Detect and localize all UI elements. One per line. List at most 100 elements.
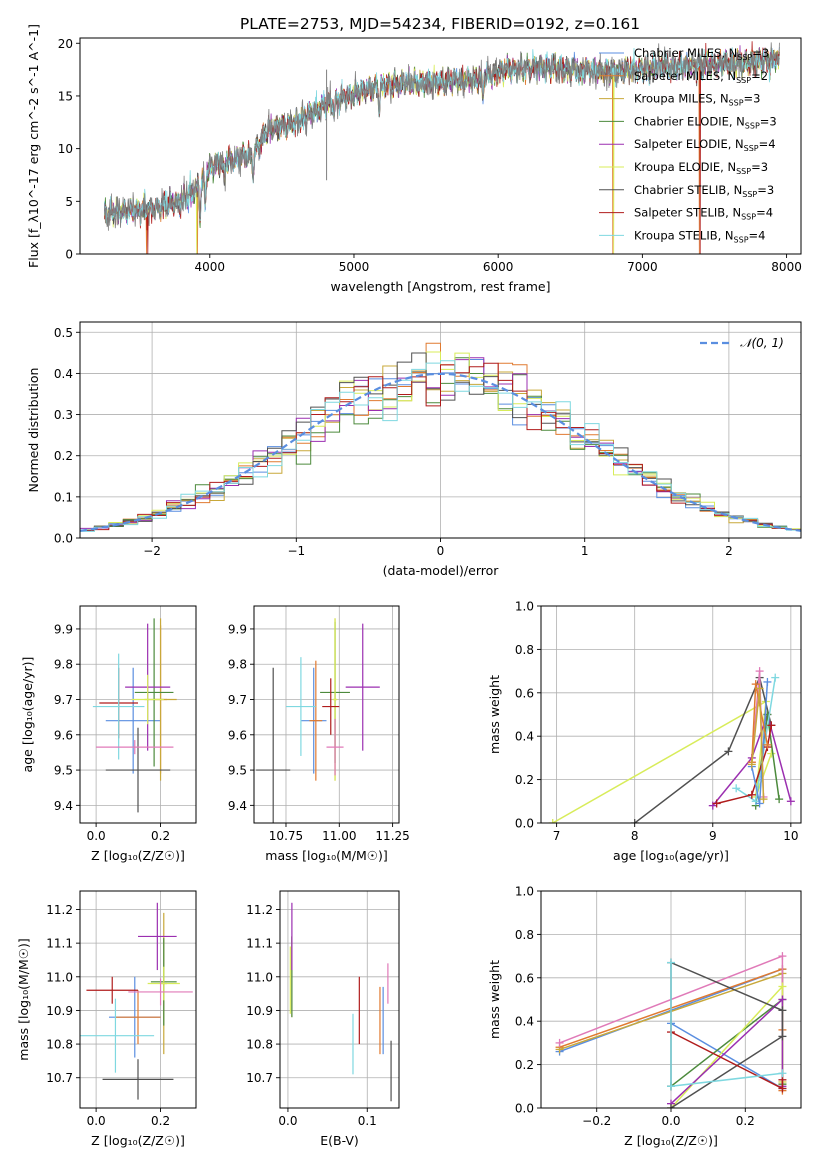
y-tick-label: 10.8 xyxy=(246,1038,273,1052)
legend-item: Chabrier MILES, NSSP=3 xyxy=(599,46,769,62)
legend-label-sub: SSP xyxy=(742,190,757,199)
y-tick-label: 20 xyxy=(58,37,73,51)
x-axis-label: (data-model)/error xyxy=(383,563,500,578)
y-tick-label: 10.9 xyxy=(46,1004,73,1018)
weight-series-4 xyxy=(670,997,784,1087)
y-tick-label: 10.7 xyxy=(246,1071,273,1085)
legend-label-main: Salpeter ELODIE, N xyxy=(634,137,744,151)
y-tick-label: 9.4 xyxy=(228,799,247,813)
x-tick-label: −2 xyxy=(143,544,161,558)
plus-marker xyxy=(555,1038,564,1047)
weight-series-2 xyxy=(712,711,792,807)
y-tick-label: 11.2 xyxy=(246,903,273,917)
y-axis-label: Normed distribution xyxy=(26,368,41,493)
y-tick-label: 9.8 xyxy=(228,658,247,672)
x-axis-label: Z [log₁₀(Z/Z☉)] xyxy=(91,848,185,863)
x-tick-label: −1 xyxy=(287,544,305,558)
legend-label-main: Kroupa ELODIE, N xyxy=(634,160,736,174)
y-tick-label: 9.9 xyxy=(228,622,247,636)
legend-label-suffix: =3 xyxy=(751,160,768,174)
errorbar-point xyxy=(86,976,138,1004)
axes-frame xyxy=(279,890,400,1109)
x-tick-label: 0.2 xyxy=(151,829,170,843)
plus-marker xyxy=(778,982,787,991)
errorbar-point xyxy=(326,718,344,776)
plus-marker xyxy=(767,749,776,758)
errorbar-point xyxy=(92,653,145,760)
x-tick-label: 7 xyxy=(553,829,561,843)
plus-marker xyxy=(786,797,795,806)
legend-label-main: Chabrier STELIB, N xyxy=(634,183,742,197)
legend-label: Salpeter MILES, NSSP=2 xyxy=(634,69,768,85)
x-tick-label: 0 xyxy=(437,544,445,558)
x-tick-label: 8 xyxy=(631,829,639,843)
errorbar-point xyxy=(131,674,164,725)
plus-marker xyxy=(667,1104,675,1108)
legend-item: Kroupa MILES, NSSP=3 xyxy=(599,92,760,108)
legend-label-sub: SSP xyxy=(744,144,759,153)
legend-label-suffix: =2 xyxy=(751,69,768,83)
legend-label-main: Chabrier MILES, N xyxy=(634,46,737,60)
errorbar-point xyxy=(256,667,291,823)
legend-label-main: Kroupa STELIB, N xyxy=(634,228,734,242)
x-tick-label: −0.2 xyxy=(582,1114,611,1128)
mass_weight_vs_Z-marks xyxy=(555,952,787,1108)
legend-label-main: Salpeter STELIB, N xyxy=(634,206,741,220)
plus-marker xyxy=(747,790,756,799)
y-tick-label: 10.9 xyxy=(246,1004,273,1018)
plus-marker xyxy=(778,995,787,1004)
y-tick-label: 9.6 xyxy=(228,728,247,742)
x-tick-label: 6000 xyxy=(483,260,514,274)
errorbar-point xyxy=(322,678,340,735)
y-tick-label: 11.1 xyxy=(46,937,73,951)
y-tick-label: 0.2 xyxy=(515,1058,534,1072)
y-axis-label: mass [log₁₀(M/M☉)] xyxy=(16,938,31,1060)
legend-label: 𝒩(0, 1) xyxy=(740,336,784,350)
axes-frame xyxy=(79,890,197,1109)
y-tick-label: 0.4 xyxy=(54,367,73,381)
plus-marker xyxy=(548,819,557,823)
y-tick-label: 0.2 xyxy=(54,449,73,463)
y-tick-label: 9.5 xyxy=(228,764,247,778)
spectrum-axes: 4000 5000 6000 7000 8000 0 5 10 15 20 wavelength [… xyxy=(26,24,802,294)
x-tick-label: 11.00 xyxy=(322,829,356,843)
plus-marker xyxy=(755,684,764,693)
errorbar-point xyxy=(105,667,161,774)
residuals-marks xyxy=(80,342,801,532)
legend-label: Chabrier STELIB, NSSP=3 xyxy=(634,183,774,199)
y-axis-label: mass weight xyxy=(487,675,502,754)
y-tick-label: 15 xyxy=(58,89,73,103)
age_vs_Z-marks xyxy=(92,618,177,813)
y-tick-label: 11.1 xyxy=(246,937,273,951)
legend-label-sub: SSP xyxy=(736,167,751,176)
legend-label-main: Kroupa MILES, N xyxy=(634,92,729,106)
x-axis-label: wavelength [Angstrom, rest frame] xyxy=(330,279,550,294)
weight-series-1 xyxy=(634,675,773,823)
errorbar-point xyxy=(285,657,316,756)
y-tick-label: 10.7 xyxy=(46,1071,73,1085)
x-axis-label: Z [log₁₀(Z/Z☉)] xyxy=(91,1133,185,1148)
x-tick-label: 8000 xyxy=(771,260,802,274)
plus-marker xyxy=(778,952,787,961)
legend-label-sub: SSP xyxy=(734,235,749,244)
age_vs_mass-marks xyxy=(256,618,380,823)
mass_vs_ebv-marks xyxy=(289,902,392,1102)
plus-marker xyxy=(747,760,756,769)
y-tick-label: 9.8 xyxy=(54,658,73,672)
y-tick-label: 1.0 xyxy=(515,885,534,899)
y-tick-label: 10 xyxy=(58,142,73,156)
age_vs_mass-axes: 10.75 11.00 11.25 9.4 9.5 9.6 9.7 9.8 9.9 mass [l… xyxy=(228,605,410,863)
histogram-series-8 xyxy=(80,360,801,532)
errorbar-point xyxy=(128,978,193,1006)
y-tick-label: 11.0 xyxy=(46,970,73,984)
gaussian-curve xyxy=(80,372,801,532)
errorbar-point xyxy=(105,727,171,813)
y-tick-label: 0.3 xyxy=(54,408,73,422)
plus-marker xyxy=(755,667,764,676)
x-tick-label: 0.0 xyxy=(661,1114,680,1128)
weight-series-6 xyxy=(670,997,784,1105)
legend-label: Chabrier ELODIE, NSSP=3 xyxy=(634,114,777,130)
legend-label: Kroupa ELODIE, NSSP=3 xyxy=(634,160,768,176)
